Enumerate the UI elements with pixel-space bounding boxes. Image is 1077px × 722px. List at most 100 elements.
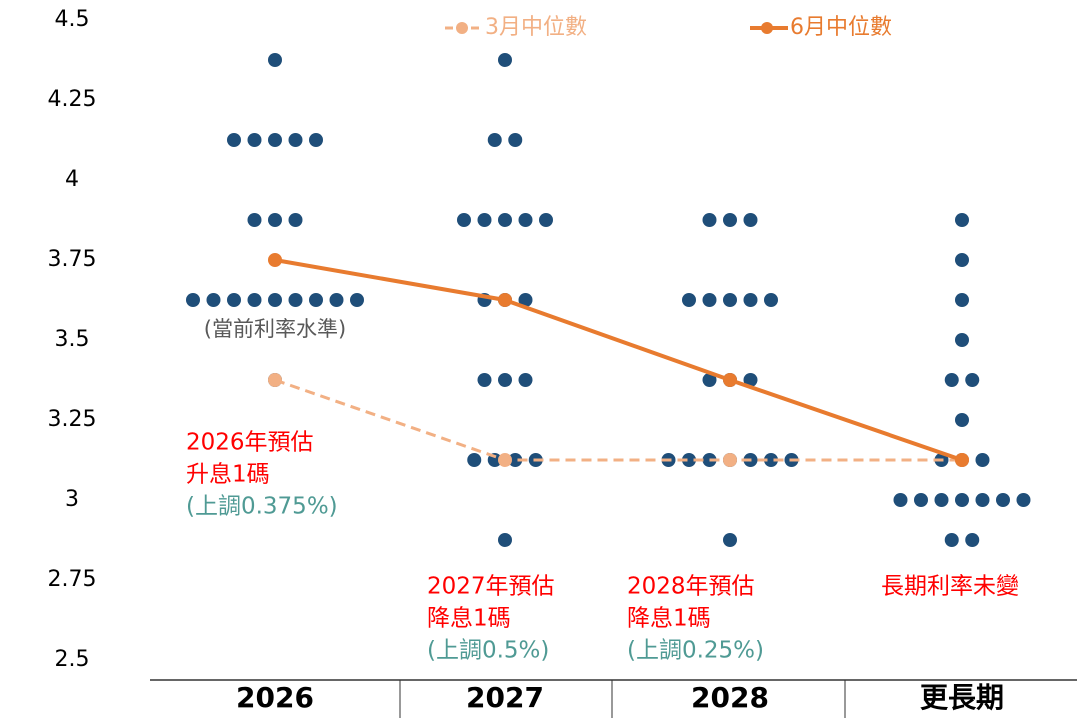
dot (682, 293, 696, 307)
median-point (723, 373, 737, 387)
annotation: (上調0.375%) (186, 494, 338, 520)
dot (498, 53, 512, 67)
y-tick-label: 3.75 (48, 247, 97, 272)
dot (508, 453, 523, 467)
legend-marker (761, 22, 773, 34)
median-line (274, 258, 963, 462)
dot (288, 213, 303, 227)
dot (309, 133, 323, 147)
legend-marker (456, 22, 468, 34)
dot (206, 293, 221, 307)
median-point (723, 453, 737, 467)
dot (723, 533, 737, 547)
x-tick-label: 2028 (691, 681, 769, 714)
dot (702, 293, 717, 307)
dot (329, 293, 344, 307)
dot (723, 293, 737, 307)
annotation: 2027年預估 (427, 574, 555, 600)
dot (955, 213, 969, 227)
dot (955, 413, 969, 427)
dot (247, 293, 262, 307)
dot (518, 373, 533, 387)
x-tick-label: 更長期 (920, 681, 1004, 714)
dot (498, 373, 512, 387)
dot (309, 293, 323, 307)
dot (268, 133, 282, 147)
legend-label: 6月中位數 (790, 15, 892, 40)
dot (477, 373, 492, 387)
annotation: (上調0.25%) (627, 638, 764, 664)
dot (518, 293, 533, 307)
median-point (268, 253, 282, 267)
dot (975, 493, 990, 507)
dot (955, 333, 969, 347)
legend-label: 3月中位數 (485, 15, 587, 40)
current-rate-note: (當前利率水準) (204, 317, 346, 341)
dot (743, 293, 758, 307)
dot (247, 133, 262, 147)
dot (1016, 493, 1031, 507)
dot (702, 373, 717, 387)
dot (288, 133, 303, 147)
dot (914, 493, 928, 507)
dot (955, 253, 969, 267)
dot (227, 293, 241, 307)
dot (702, 213, 717, 227)
x-tick-label: 2027 (466, 681, 544, 714)
y-tick-label: 3.25 (48, 407, 97, 432)
median-point (955, 453, 969, 467)
median-point (498, 293, 512, 307)
dot (743, 213, 758, 227)
y-tick-label: 3.5 (55, 327, 90, 352)
median-line (274, 378, 962, 462)
dot (965, 533, 980, 547)
dot (487, 133, 502, 147)
dot (227, 133, 241, 147)
dot (934, 493, 949, 507)
annotation: 降息1碼 (427, 606, 511, 632)
dot (955, 493, 969, 507)
y-tick-label: 4 (65, 167, 79, 192)
annotation: (上調0.5%) (427, 638, 549, 664)
dot (996, 493, 1010, 507)
dot (944, 373, 959, 387)
dot (965, 373, 980, 387)
dot (723, 213, 737, 227)
dot (498, 533, 512, 547)
dot (944, 533, 959, 547)
dot (288, 293, 303, 307)
dot (268, 53, 282, 67)
dot (743, 373, 758, 387)
annotation: 2026年預估 (186, 430, 314, 456)
dot (268, 213, 282, 227)
dot (268, 293, 282, 307)
dot (764, 453, 778, 467)
y-tick-label: 3 (65, 487, 79, 512)
dot (508, 133, 523, 147)
y-tick-label: 2.75 (48, 567, 97, 592)
dot (539, 213, 553, 227)
median-point (268, 373, 282, 387)
y-tick-label: 4.25 (48, 87, 97, 112)
annotation: 升息1碼 (186, 462, 270, 488)
dot (350, 293, 364, 307)
dot (186, 293, 200, 307)
y-tick-label: 4.5 (55, 7, 90, 32)
median-point (498, 453, 512, 467)
dot (764, 293, 778, 307)
dot (467, 453, 482, 467)
dot (975, 453, 990, 467)
x-tick-label: 2026 (236, 681, 314, 714)
annotation: 2028年預估 (627, 574, 755, 600)
annotation: 長期利率未變 (881, 574, 1019, 600)
annotation: 降息1碼 (627, 606, 711, 632)
dot (457, 213, 471, 227)
y-tick-label: 2.5 (55, 647, 90, 672)
dot (682, 453, 696, 467)
dot (247, 213, 262, 227)
dot (518, 213, 533, 227)
dot (893, 493, 908, 507)
dot (477, 213, 492, 227)
dot (955, 293, 969, 307)
